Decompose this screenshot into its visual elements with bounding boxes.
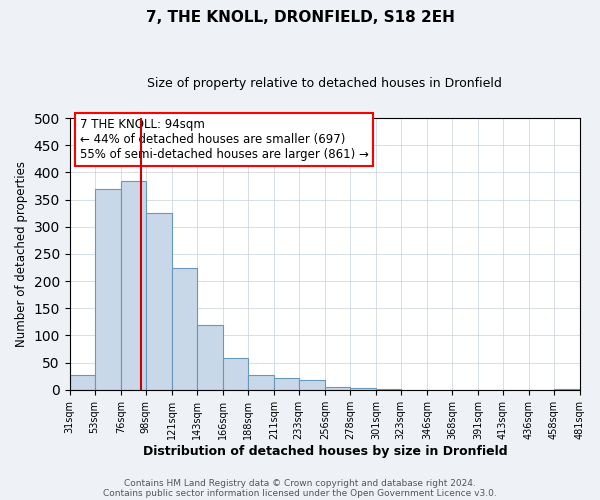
Bar: [376, 389, 401, 390]
Text: 7, THE KNOLL, DRONFIELD, S18 2EH: 7, THE KNOLL, DRONFIELD, S18 2EH: [146, 10, 454, 25]
Bar: [172, 268, 197, 390]
Bar: [274, 378, 299, 390]
Bar: [95, 188, 121, 390]
Bar: [146, 213, 172, 390]
Bar: [223, 358, 248, 390]
Bar: [350, 388, 376, 390]
Title: Size of property relative to detached houses in Dronfield: Size of property relative to detached ho…: [148, 78, 502, 90]
Bar: [70, 375, 95, 390]
Bar: [248, 375, 274, 390]
X-axis label: Distribution of detached houses by size in Dronfield: Distribution of detached houses by size …: [143, 444, 507, 458]
Bar: [121, 180, 146, 390]
Text: Contains HM Land Registry data © Crown copyright and database right 2024.: Contains HM Land Registry data © Crown c…: [124, 478, 476, 488]
Bar: [299, 380, 325, 390]
Bar: [554, 389, 580, 390]
Bar: [325, 387, 350, 390]
Bar: [197, 324, 223, 390]
Y-axis label: Number of detached properties: Number of detached properties: [15, 161, 28, 347]
Text: Contains public sector information licensed under the Open Government Licence v3: Contains public sector information licen…: [103, 488, 497, 498]
Text: 7 THE KNOLL: 94sqm
← 44% of detached houses are smaller (697)
55% of semi-detach: 7 THE KNOLL: 94sqm ← 44% of detached hou…: [80, 118, 369, 161]
